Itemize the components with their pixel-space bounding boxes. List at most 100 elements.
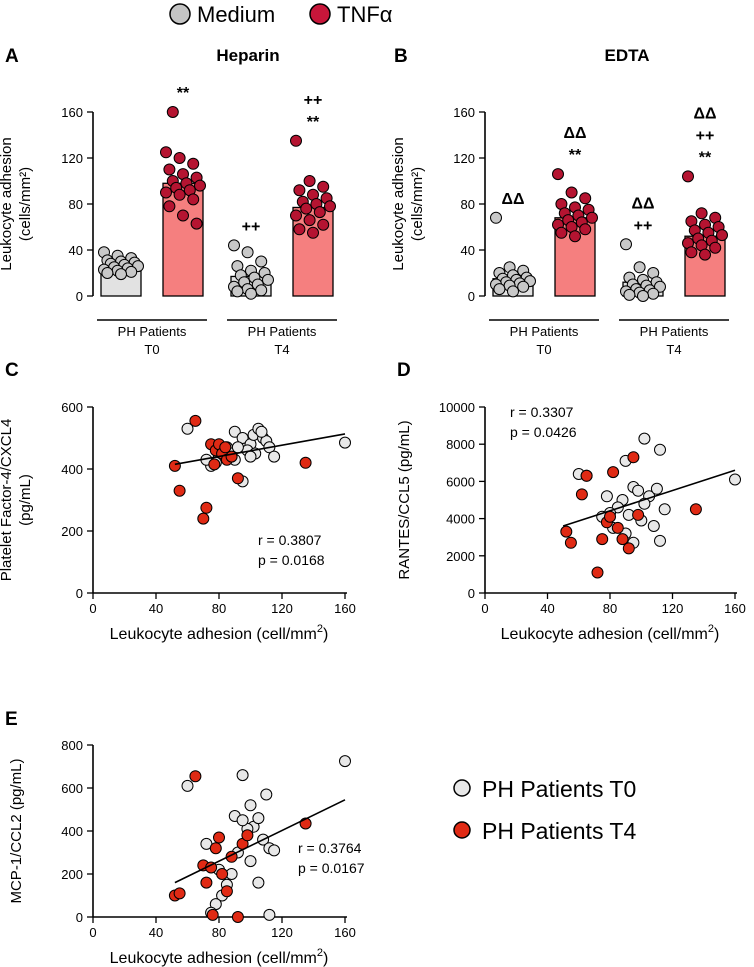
data-point [125, 265, 138, 278]
y-axis-label: RANTES/CCL5 (pg/mL) [396, 420, 413, 579]
data-point-t0 [252, 876, 265, 889]
panel-title: Heparin [216, 46, 279, 65]
data-point [231, 285, 244, 298]
y-tick-label: 400 [61, 824, 83, 839]
data-point [262, 273, 274, 286]
y-tick-label: 40 [69, 243, 83, 258]
x-tick-label: 120 [271, 601, 293, 616]
data-point [290, 134, 302, 147]
y-tick-label: 80 [461, 197, 475, 212]
data-point [290, 209, 302, 222]
data-point-t4 [689, 503, 702, 516]
data-point [324, 200, 336, 213]
data-point [190, 217, 203, 230]
data-point [194, 179, 206, 192]
panel-label: C [5, 360, 19, 381]
data-point-t4 [596, 533, 609, 546]
data-point-t4 [189, 770, 202, 783]
data-point-t4 [220, 885, 233, 898]
significance-annotation: ++ [242, 218, 261, 235]
correlation-r: r = 0.3764 [298, 840, 362, 856]
y-tick-label: 200 [61, 867, 83, 882]
data-point-t4 [209, 842, 222, 855]
data-point-t0 [654, 534, 666, 547]
data-point [160, 186, 172, 199]
data-point [579, 192, 592, 205]
significance-annotation: ++ [304, 92, 323, 109]
regression-line [174, 433, 346, 466]
data-point-t4 [627, 451, 640, 464]
significance-annotation: ++ [696, 127, 715, 144]
x-tick-label: 80 [212, 601, 226, 616]
data-point [507, 285, 519, 298]
x-axis-label: Leukocyte adhesion (cell/mm2) [110, 947, 329, 967]
x-tick-label: 0 [89, 601, 96, 616]
data-point [228, 239, 240, 252]
x-tick-label: 40 [149, 601, 163, 616]
data-point [255, 284, 268, 297]
data-point [293, 223, 306, 236]
data-point-t0 [255, 425, 268, 438]
data-point [555, 226, 568, 239]
correlation-p: p = 0.0426 [510, 424, 577, 440]
data-point-t0 [181, 779, 194, 792]
legend-t4-marker [453, 821, 471, 839]
data-point [579, 223, 592, 236]
panel-b-edta-bar-chart: B EDTA Leukocyte adhesion (cells/mm²) 0 40 80 1… [390, 46, 729, 357]
y-axis-label: MCP-1/CCL2 (pg/mL) [8, 758, 25, 903]
data-point [682, 170, 694, 183]
correlation-r: r = 0.3307 [510, 404, 574, 420]
data-point [255, 255, 268, 268]
data-point [517, 280, 530, 293]
data-point-t4 [575, 488, 588, 501]
data-point [160, 146, 172, 159]
data-point-t0 [650, 482, 663, 495]
data-point-t4 [622, 542, 635, 555]
group-label-line2: T4 [666, 342, 681, 357]
data-point [633, 261, 646, 274]
data-point-t0 [268, 450, 281, 463]
data-point-t4 [219, 441, 232, 454]
data-point-t0 [647, 520, 660, 532]
significance-annotation: ΔΔ [564, 125, 587, 142]
x-axis-label: Leukocyte adhesion (cell/mm2) [501, 623, 720, 643]
significance-annotation: ΔΔ [632, 195, 655, 212]
x-tick-label: 80 [603, 601, 617, 616]
data-point-t0 [252, 812, 265, 825]
data-point [695, 207, 708, 220]
data-point [173, 152, 186, 164]
y-tick-label: 2000 [446, 549, 475, 564]
y-tick-label: 80 [69, 197, 83, 212]
data-point-t4 [216, 868, 229, 880]
data-point-t0 [236, 432, 249, 444]
panel-label: E [5, 709, 18, 730]
data-point [163, 163, 176, 176]
panel-a-heparin-bar-chart: A Heparin Leukocyte adhesion (cells/mm²) 0 40… [0, 46, 337, 357]
data-point [293, 184, 306, 197]
significance-annotation: ΔΔ [502, 191, 525, 208]
data-point [685, 246, 698, 259]
data-point-t4 [197, 512, 210, 525]
data-point [317, 180, 330, 193]
legend-t0-label: PH Patients T0 [482, 776, 636, 802]
panel-label: A [5, 46, 19, 67]
data-point-t0 [181, 422, 194, 435]
legend-t0-marker [453, 779, 471, 797]
data-point-t4 [611, 521, 624, 534]
data-point-t4 [173, 887, 186, 900]
legend-tnf-marker [309, 3, 331, 25]
data-point-t0 [244, 799, 257, 812]
data-point-t4 [213, 831, 225, 844]
x-tick-label: 80 [212, 925, 226, 940]
data-point [173, 188, 186, 201]
data-point-t4 [200, 876, 213, 889]
data-point-t0 [339, 755, 351, 768]
data-point-t4 [173, 484, 186, 497]
x-tick-label: 40 [540, 601, 554, 616]
data-point [317, 218, 330, 231]
y-tick-label: 160 [61, 105, 83, 120]
panel-title: EDTA [604, 46, 649, 65]
y-axis-label-line2: (cells/mm²) [17, 167, 34, 241]
data-point [493, 283, 506, 296]
